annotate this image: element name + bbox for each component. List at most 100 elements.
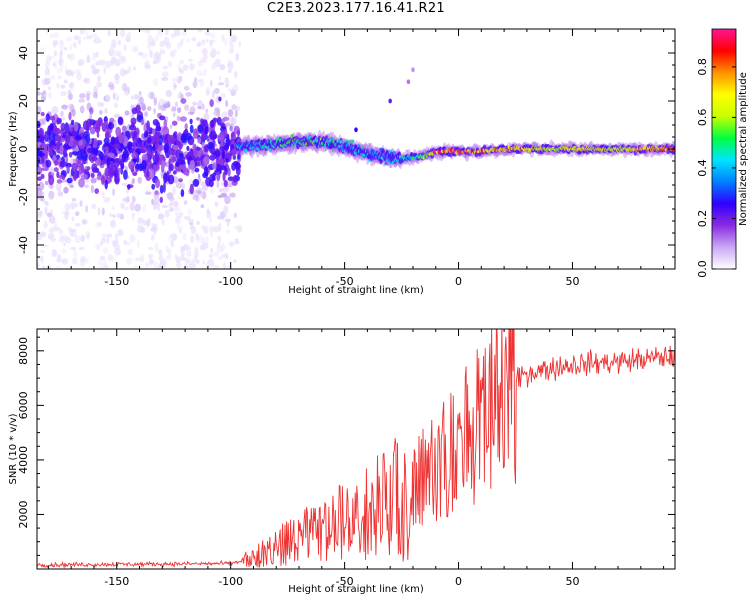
band-blob <box>178 152 184 157</box>
noise-blob <box>43 220 48 229</box>
band-blob <box>109 146 115 155</box>
noise-blob <box>67 226 71 232</box>
noise-blob <box>189 106 196 115</box>
noise-blob <box>167 251 172 260</box>
band-blob <box>230 131 236 142</box>
noise-blob <box>197 60 203 67</box>
noise-blob <box>234 70 238 79</box>
noise-blob <box>37 91 41 96</box>
noise-blob <box>105 94 111 103</box>
noise-blob <box>196 220 200 225</box>
noise-blob <box>206 208 210 213</box>
noise-blob <box>134 203 141 212</box>
noise-blob <box>183 85 190 91</box>
colorbar-label: Normalized spectral amplitude <box>738 72 749 226</box>
noise-blob <box>120 29 126 38</box>
isolated-blob <box>388 98 392 104</box>
noise-blob <box>108 48 114 57</box>
band-blob <box>231 148 238 155</box>
noise-blob <box>117 229 124 237</box>
noise-blob <box>229 242 235 248</box>
noise-blob <box>56 254 62 263</box>
ridge-core <box>290 133 294 139</box>
noise-blob <box>100 255 105 261</box>
band-blob <box>68 111 72 121</box>
noise-blob <box>146 190 149 196</box>
band-blob <box>132 171 138 176</box>
band-blob <box>154 190 159 196</box>
noise-blob <box>232 84 239 93</box>
noise-blob <box>176 115 181 122</box>
noise-blob <box>157 213 165 220</box>
noise-blob <box>60 248 67 254</box>
noise-blob <box>70 70 75 77</box>
x-tick-label: -50 <box>336 575 354 588</box>
noise-blob <box>52 40 59 46</box>
noise-blob <box>44 67 51 76</box>
noise-blob <box>191 225 196 235</box>
noise-blob <box>121 182 128 187</box>
noise-blob <box>79 29 86 35</box>
noise-blob <box>121 198 128 202</box>
band-blob <box>235 165 241 176</box>
noise-blob <box>178 67 183 72</box>
band-blob <box>81 173 88 180</box>
noise-blob <box>86 93 90 102</box>
band-blob <box>175 140 180 146</box>
noise-blob <box>195 259 200 264</box>
noise-blob <box>202 190 207 200</box>
band-blob <box>87 147 93 154</box>
noise-blob <box>205 86 211 93</box>
noise-blob <box>44 206 48 215</box>
noise-blob <box>96 132 100 138</box>
band-blob <box>153 164 160 172</box>
noise-blob <box>39 47 45 52</box>
snr-ylabel: SNR (10 * v/v) <box>8 413 19 484</box>
noise-blob <box>51 106 59 115</box>
noise-blob <box>204 31 211 36</box>
band-blob <box>73 121 79 132</box>
noise-blob <box>110 219 116 228</box>
noise-blob <box>82 218 86 225</box>
y-tick-label: 40 <box>17 46 30 60</box>
noise-blob <box>191 37 197 42</box>
noise-blob <box>236 224 243 233</box>
noise-blob <box>107 29 111 37</box>
band-blob <box>59 160 67 168</box>
noise-blob <box>171 120 178 126</box>
noise-blob <box>70 246 76 250</box>
band-blob <box>222 116 230 121</box>
noise-blob <box>206 210 212 219</box>
noise-blob <box>192 80 197 89</box>
noise-blob <box>147 106 152 111</box>
noise-blob <box>153 96 158 106</box>
noise-blob <box>161 219 165 226</box>
colorbar-tick-label: 0.2 <box>696 210 709 228</box>
noise-blob <box>225 82 229 88</box>
band-blob <box>66 165 70 174</box>
noise-blob <box>140 253 144 261</box>
noise-blob <box>183 200 188 205</box>
spectrogram-ylabel: Frequency (Hz) <box>8 111 19 187</box>
band-blob <box>58 174 65 179</box>
band-blob <box>48 174 55 186</box>
band-blob <box>181 135 186 141</box>
noise-blob <box>55 265 62 269</box>
noise-blob <box>97 75 101 82</box>
noise-blob <box>122 69 130 75</box>
noise-blob <box>73 249 78 259</box>
noise-blob <box>230 192 237 198</box>
spectrogram-marks <box>37 29 675 269</box>
band-blob <box>93 138 98 149</box>
noise-blob <box>77 39 82 45</box>
noise-blob <box>60 84 66 89</box>
noise-blob <box>231 104 237 111</box>
noise-blob <box>133 264 138 269</box>
band-blob <box>41 143 48 154</box>
band-blob <box>108 122 115 130</box>
band-blob <box>165 148 170 159</box>
noise-blob <box>169 124 173 130</box>
band-blob <box>41 155 45 164</box>
noise-blob <box>218 82 225 86</box>
noise-blob <box>149 49 153 59</box>
